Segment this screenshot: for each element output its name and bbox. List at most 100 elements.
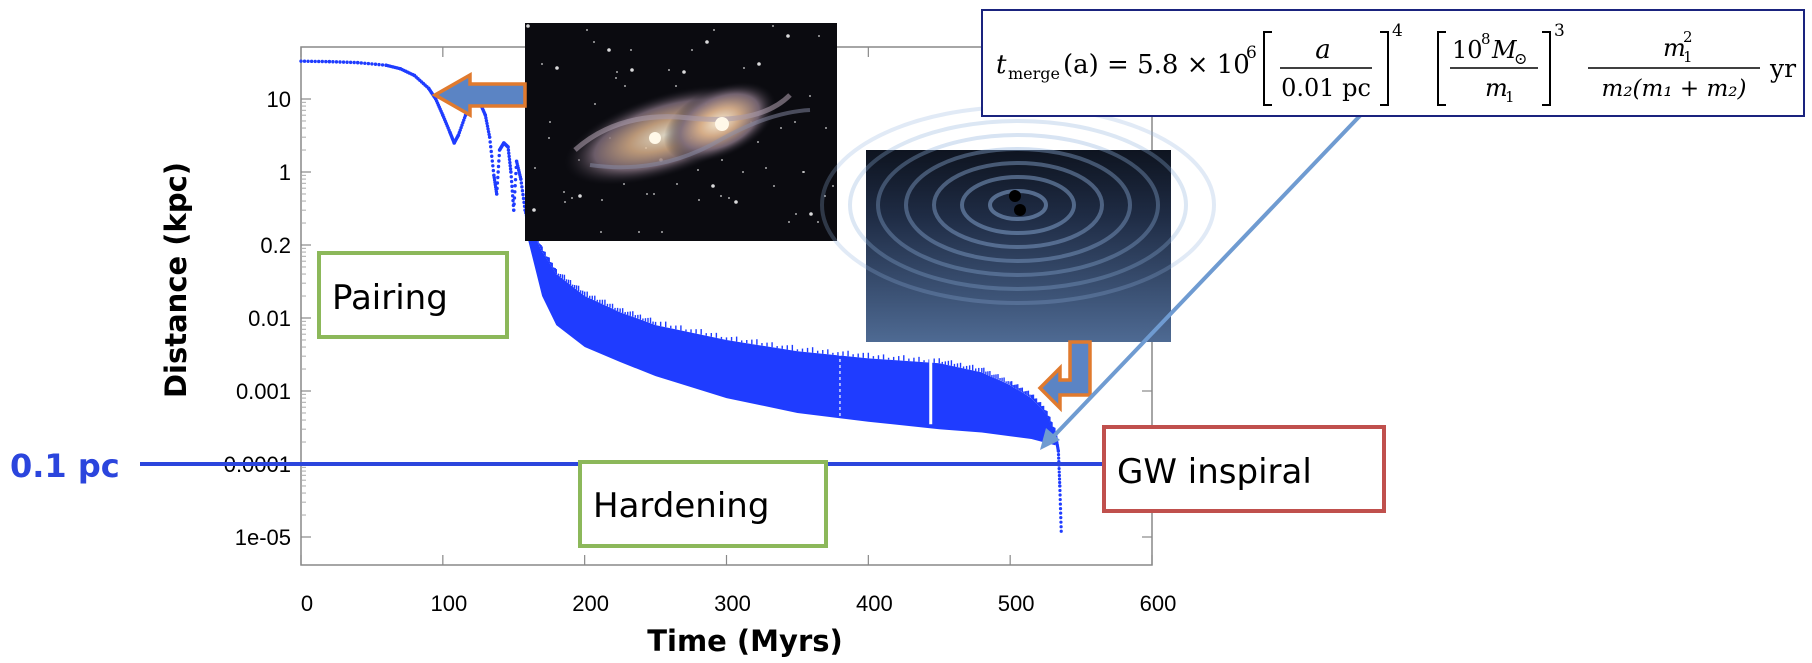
reference-line-label: 0.1 pc xyxy=(10,447,120,485)
star-dot xyxy=(594,103,596,105)
orbit-point xyxy=(317,59,321,64)
star-dot xyxy=(615,77,617,79)
formula-frac3-numerator: m xyxy=(1663,34,1686,62)
x-tick-label: 0 xyxy=(301,591,313,616)
orbit-point xyxy=(486,127,490,131)
orbit-point xyxy=(341,60,346,64)
gw-inspiral-box: GW inspiral xyxy=(1102,425,1386,513)
star-dot xyxy=(616,71,618,73)
formula-frac2-denominator: m xyxy=(1485,74,1508,102)
star-dot xyxy=(698,199,700,201)
orbit-point xyxy=(513,177,518,182)
star-dot xyxy=(601,199,603,201)
orbit-point xyxy=(489,149,493,154)
orbit-point xyxy=(377,62,381,67)
formula-lhs-sub: merge xyxy=(1008,64,1060,83)
formula-frac2-mass: M xyxy=(1491,36,1518,64)
y-tick-label: 0.001 xyxy=(236,379,291,404)
star-dot xyxy=(809,212,813,216)
star-dot xyxy=(676,183,678,185)
star-dot xyxy=(624,85,626,87)
orbit-point xyxy=(508,167,513,171)
orbit-point xyxy=(487,132,491,137)
orbit-point xyxy=(519,177,523,181)
orbit-point xyxy=(512,202,516,206)
y-axis-title: Distance (kpc) xyxy=(159,162,193,398)
orbit-point xyxy=(380,63,385,67)
star-dot xyxy=(743,67,745,69)
y-tick-label: 10 xyxy=(267,87,291,112)
orbit-point xyxy=(348,60,353,65)
formula-frac2-numerator: 10 xyxy=(1452,36,1483,64)
star-dot xyxy=(534,167,536,169)
orbit-point xyxy=(299,59,303,63)
x-tick-label: 400 xyxy=(856,591,893,616)
orbit-point xyxy=(521,196,526,201)
orbit-point xyxy=(484,116,488,120)
orbit-point xyxy=(324,59,328,64)
star-dot xyxy=(586,29,588,31)
star-dot xyxy=(832,185,834,187)
wave-ring xyxy=(848,119,1188,291)
star-dot xyxy=(697,169,699,171)
orbit-point xyxy=(370,62,374,66)
pairing-box: Pairing xyxy=(317,251,509,339)
drop-point xyxy=(1057,477,1062,481)
star-dot xyxy=(563,191,565,193)
orbit-point xyxy=(484,118,489,123)
formula-argument: (a) = 5.8 × 10 xyxy=(1063,50,1250,80)
orbit-point xyxy=(519,181,524,185)
drop-point xyxy=(1058,493,1062,497)
formula-frac2-sun: ⊙ xyxy=(1514,49,1527,68)
pairing-label: Pairing xyxy=(332,278,448,318)
orbit-point xyxy=(508,160,512,165)
star-dot xyxy=(794,121,796,123)
orbit-point xyxy=(521,192,525,197)
star-dot xyxy=(817,221,819,223)
star-dot xyxy=(742,171,744,173)
star-dot xyxy=(593,41,595,43)
merging-galaxies-photo xyxy=(525,23,837,241)
y-tick-label: 1 xyxy=(279,160,291,185)
drop-point xyxy=(1057,456,1061,460)
star-dot xyxy=(526,24,530,28)
x-axis-title: Time (Myrs) xyxy=(647,624,843,658)
star-dot xyxy=(786,34,790,38)
wave-ring xyxy=(876,133,1160,277)
drop-point xyxy=(1057,466,1061,471)
reference-line-group: 0.1 pc xyxy=(10,447,1105,485)
gravitational-wave-ripples-illustration xyxy=(820,105,1216,342)
x-tick-label: 600 xyxy=(1140,591,1177,616)
drop-point xyxy=(1058,488,1062,493)
orbit-point xyxy=(506,145,510,149)
drop-point xyxy=(1057,470,1061,474)
orbit-point xyxy=(363,61,367,65)
orbit-point xyxy=(327,59,332,64)
star-dot xyxy=(555,66,559,70)
orbit-point xyxy=(495,181,500,185)
star-dot xyxy=(802,171,804,173)
drop-point xyxy=(1059,529,1063,533)
formula-frac1-numerator: a xyxy=(1315,35,1331,65)
x-tick-label: 100 xyxy=(430,591,467,616)
orbit-point xyxy=(331,60,335,64)
orbit-point xyxy=(491,168,496,173)
hardening-band xyxy=(527,223,1056,446)
star-dot xyxy=(721,159,723,161)
star-dot xyxy=(765,167,767,169)
orbit-point xyxy=(522,200,526,205)
drop-point xyxy=(1058,502,1062,506)
drop-point xyxy=(1059,520,1063,524)
hardening-label: Hardening xyxy=(593,486,769,526)
orbit-point xyxy=(497,153,501,158)
drop-point xyxy=(1056,449,1060,453)
formula-exponent-1: 6 xyxy=(1246,43,1257,63)
drop-point xyxy=(1059,511,1063,515)
star-dot xyxy=(734,200,738,204)
star-dot xyxy=(548,137,550,139)
formula-unit: yr xyxy=(1769,54,1796,83)
wave-ring xyxy=(960,175,1076,235)
star-dot xyxy=(713,29,715,31)
formula-power-1: 4 xyxy=(1392,21,1403,41)
